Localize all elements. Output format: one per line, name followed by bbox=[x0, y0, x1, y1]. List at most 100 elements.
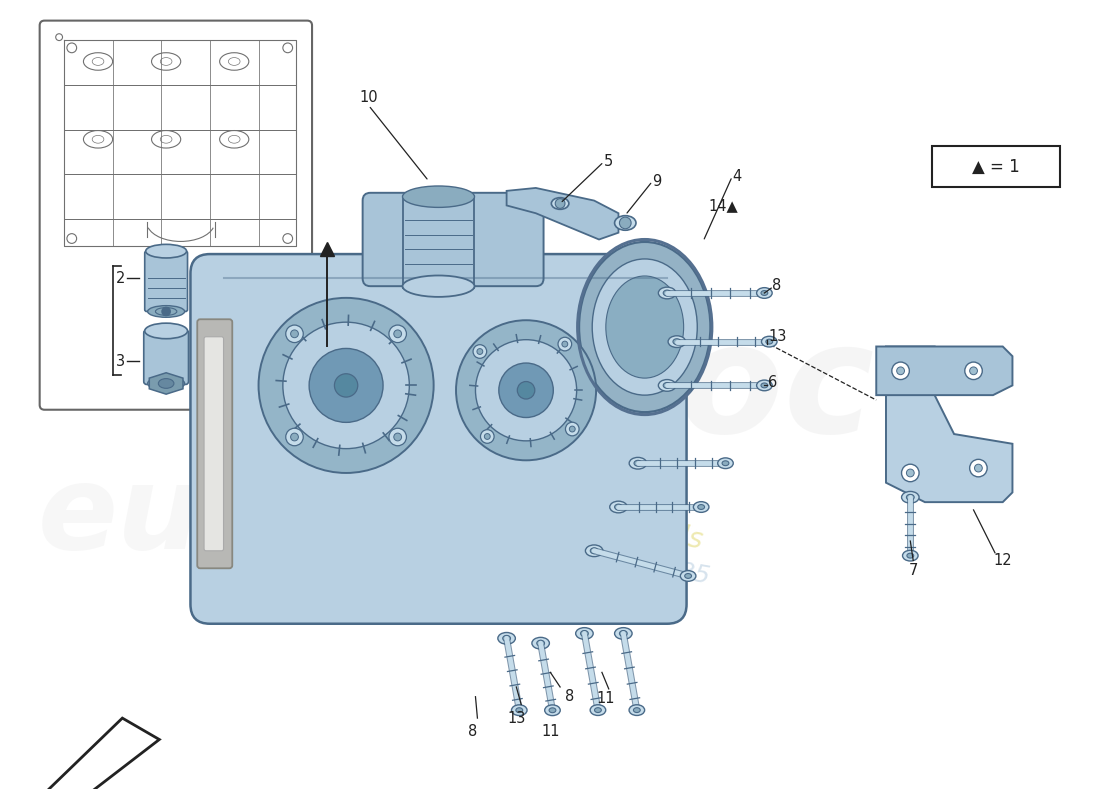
Circle shape bbox=[334, 374, 358, 397]
Circle shape bbox=[556, 198, 565, 208]
Ellipse shape bbox=[629, 705, 645, 715]
Text: 2: 2 bbox=[116, 271, 125, 286]
Ellipse shape bbox=[403, 275, 474, 297]
Ellipse shape bbox=[717, 458, 734, 469]
Circle shape bbox=[484, 434, 491, 439]
Circle shape bbox=[162, 306, 170, 316]
Ellipse shape bbox=[761, 290, 768, 295]
Ellipse shape bbox=[145, 244, 187, 258]
Ellipse shape bbox=[722, 461, 729, 466]
Circle shape bbox=[975, 464, 982, 472]
Polygon shape bbox=[877, 346, 1012, 395]
Ellipse shape bbox=[606, 276, 683, 378]
Circle shape bbox=[906, 469, 914, 477]
Text: 7: 7 bbox=[909, 562, 917, 578]
Ellipse shape bbox=[615, 504, 623, 510]
Circle shape bbox=[286, 325, 304, 342]
Bar bbox=[404, 198, 473, 288]
Circle shape bbox=[290, 433, 298, 441]
FancyBboxPatch shape bbox=[40, 21, 312, 410]
Text: 8: 8 bbox=[468, 724, 477, 739]
Circle shape bbox=[473, 345, 486, 358]
Ellipse shape bbox=[902, 550, 918, 561]
Ellipse shape bbox=[902, 491, 920, 503]
Circle shape bbox=[565, 422, 579, 436]
Ellipse shape bbox=[619, 630, 627, 636]
Ellipse shape bbox=[403, 186, 474, 207]
Ellipse shape bbox=[680, 570, 696, 582]
Circle shape bbox=[394, 433, 402, 441]
Circle shape bbox=[562, 341, 568, 347]
Text: since 1985: since 1985 bbox=[573, 542, 712, 589]
Ellipse shape bbox=[585, 545, 603, 557]
Circle shape bbox=[290, 330, 298, 338]
Circle shape bbox=[309, 349, 383, 422]
Ellipse shape bbox=[615, 216, 636, 230]
Circle shape bbox=[570, 426, 575, 432]
Text: 6: 6 bbox=[768, 375, 778, 390]
Circle shape bbox=[389, 325, 406, 342]
Ellipse shape bbox=[761, 383, 768, 388]
FancyBboxPatch shape bbox=[932, 146, 1060, 187]
FancyBboxPatch shape bbox=[205, 337, 223, 550]
Ellipse shape bbox=[155, 307, 177, 315]
Text: 8: 8 bbox=[565, 689, 574, 704]
Circle shape bbox=[475, 340, 576, 441]
Circle shape bbox=[389, 428, 406, 446]
Text: ▲ = 1: ▲ = 1 bbox=[972, 158, 1020, 175]
Ellipse shape bbox=[766, 339, 772, 344]
Text: 3: 3 bbox=[117, 354, 125, 369]
Circle shape bbox=[969, 459, 987, 477]
Ellipse shape bbox=[594, 708, 602, 713]
Text: 5: 5 bbox=[604, 154, 613, 169]
Text: 11: 11 bbox=[541, 724, 560, 739]
Ellipse shape bbox=[544, 705, 560, 716]
Text: 14▲: 14▲ bbox=[708, 198, 738, 213]
Circle shape bbox=[283, 322, 409, 449]
FancyBboxPatch shape bbox=[145, 251, 187, 311]
Circle shape bbox=[619, 217, 631, 229]
Ellipse shape bbox=[537, 640, 544, 646]
Ellipse shape bbox=[761, 336, 777, 347]
Ellipse shape bbox=[693, 502, 708, 512]
Ellipse shape bbox=[663, 382, 671, 388]
Circle shape bbox=[456, 320, 596, 460]
Ellipse shape bbox=[158, 378, 174, 388]
Polygon shape bbox=[0, 718, 160, 800]
Ellipse shape bbox=[532, 638, 549, 649]
Ellipse shape bbox=[906, 494, 914, 500]
Ellipse shape bbox=[549, 708, 556, 713]
Polygon shape bbox=[886, 346, 1012, 502]
Ellipse shape bbox=[591, 705, 606, 715]
Circle shape bbox=[498, 363, 553, 418]
Ellipse shape bbox=[757, 380, 772, 390]
Circle shape bbox=[892, 362, 910, 379]
Circle shape bbox=[558, 338, 572, 351]
Ellipse shape bbox=[503, 635, 510, 642]
Ellipse shape bbox=[659, 379, 675, 391]
Circle shape bbox=[517, 382, 535, 399]
Ellipse shape bbox=[592, 259, 697, 395]
Ellipse shape bbox=[659, 287, 675, 299]
Ellipse shape bbox=[906, 554, 914, 558]
Ellipse shape bbox=[684, 574, 692, 578]
Circle shape bbox=[896, 367, 904, 374]
Text: 9: 9 bbox=[652, 174, 662, 189]
Ellipse shape bbox=[147, 306, 185, 318]
Ellipse shape bbox=[591, 548, 598, 554]
Text: 11: 11 bbox=[596, 691, 615, 706]
Ellipse shape bbox=[575, 628, 593, 639]
Ellipse shape bbox=[512, 705, 527, 715]
Ellipse shape bbox=[663, 290, 671, 296]
Ellipse shape bbox=[551, 198, 569, 210]
Ellipse shape bbox=[668, 336, 685, 347]
Ellipse shape bbox=[697, 505, 705, 510]
Ellipse shape bbox=[673, 338, 681, 345]
Circle shape bbox=[481, 430, 494, 443]
Circle shape bbox=[286, 428, 304, 446]
FancyBboxPatch shape bbox=[144, 330, 188, 385]
Circle shape bbox=[258, 298, 433, 473]
Polygon shape bbox=[150, 373, 183, 394]
Ellipse shape bbox=[629, 458, 647, 469]
Text: 13: 13 bbox=[507, 711, 526, 726]
